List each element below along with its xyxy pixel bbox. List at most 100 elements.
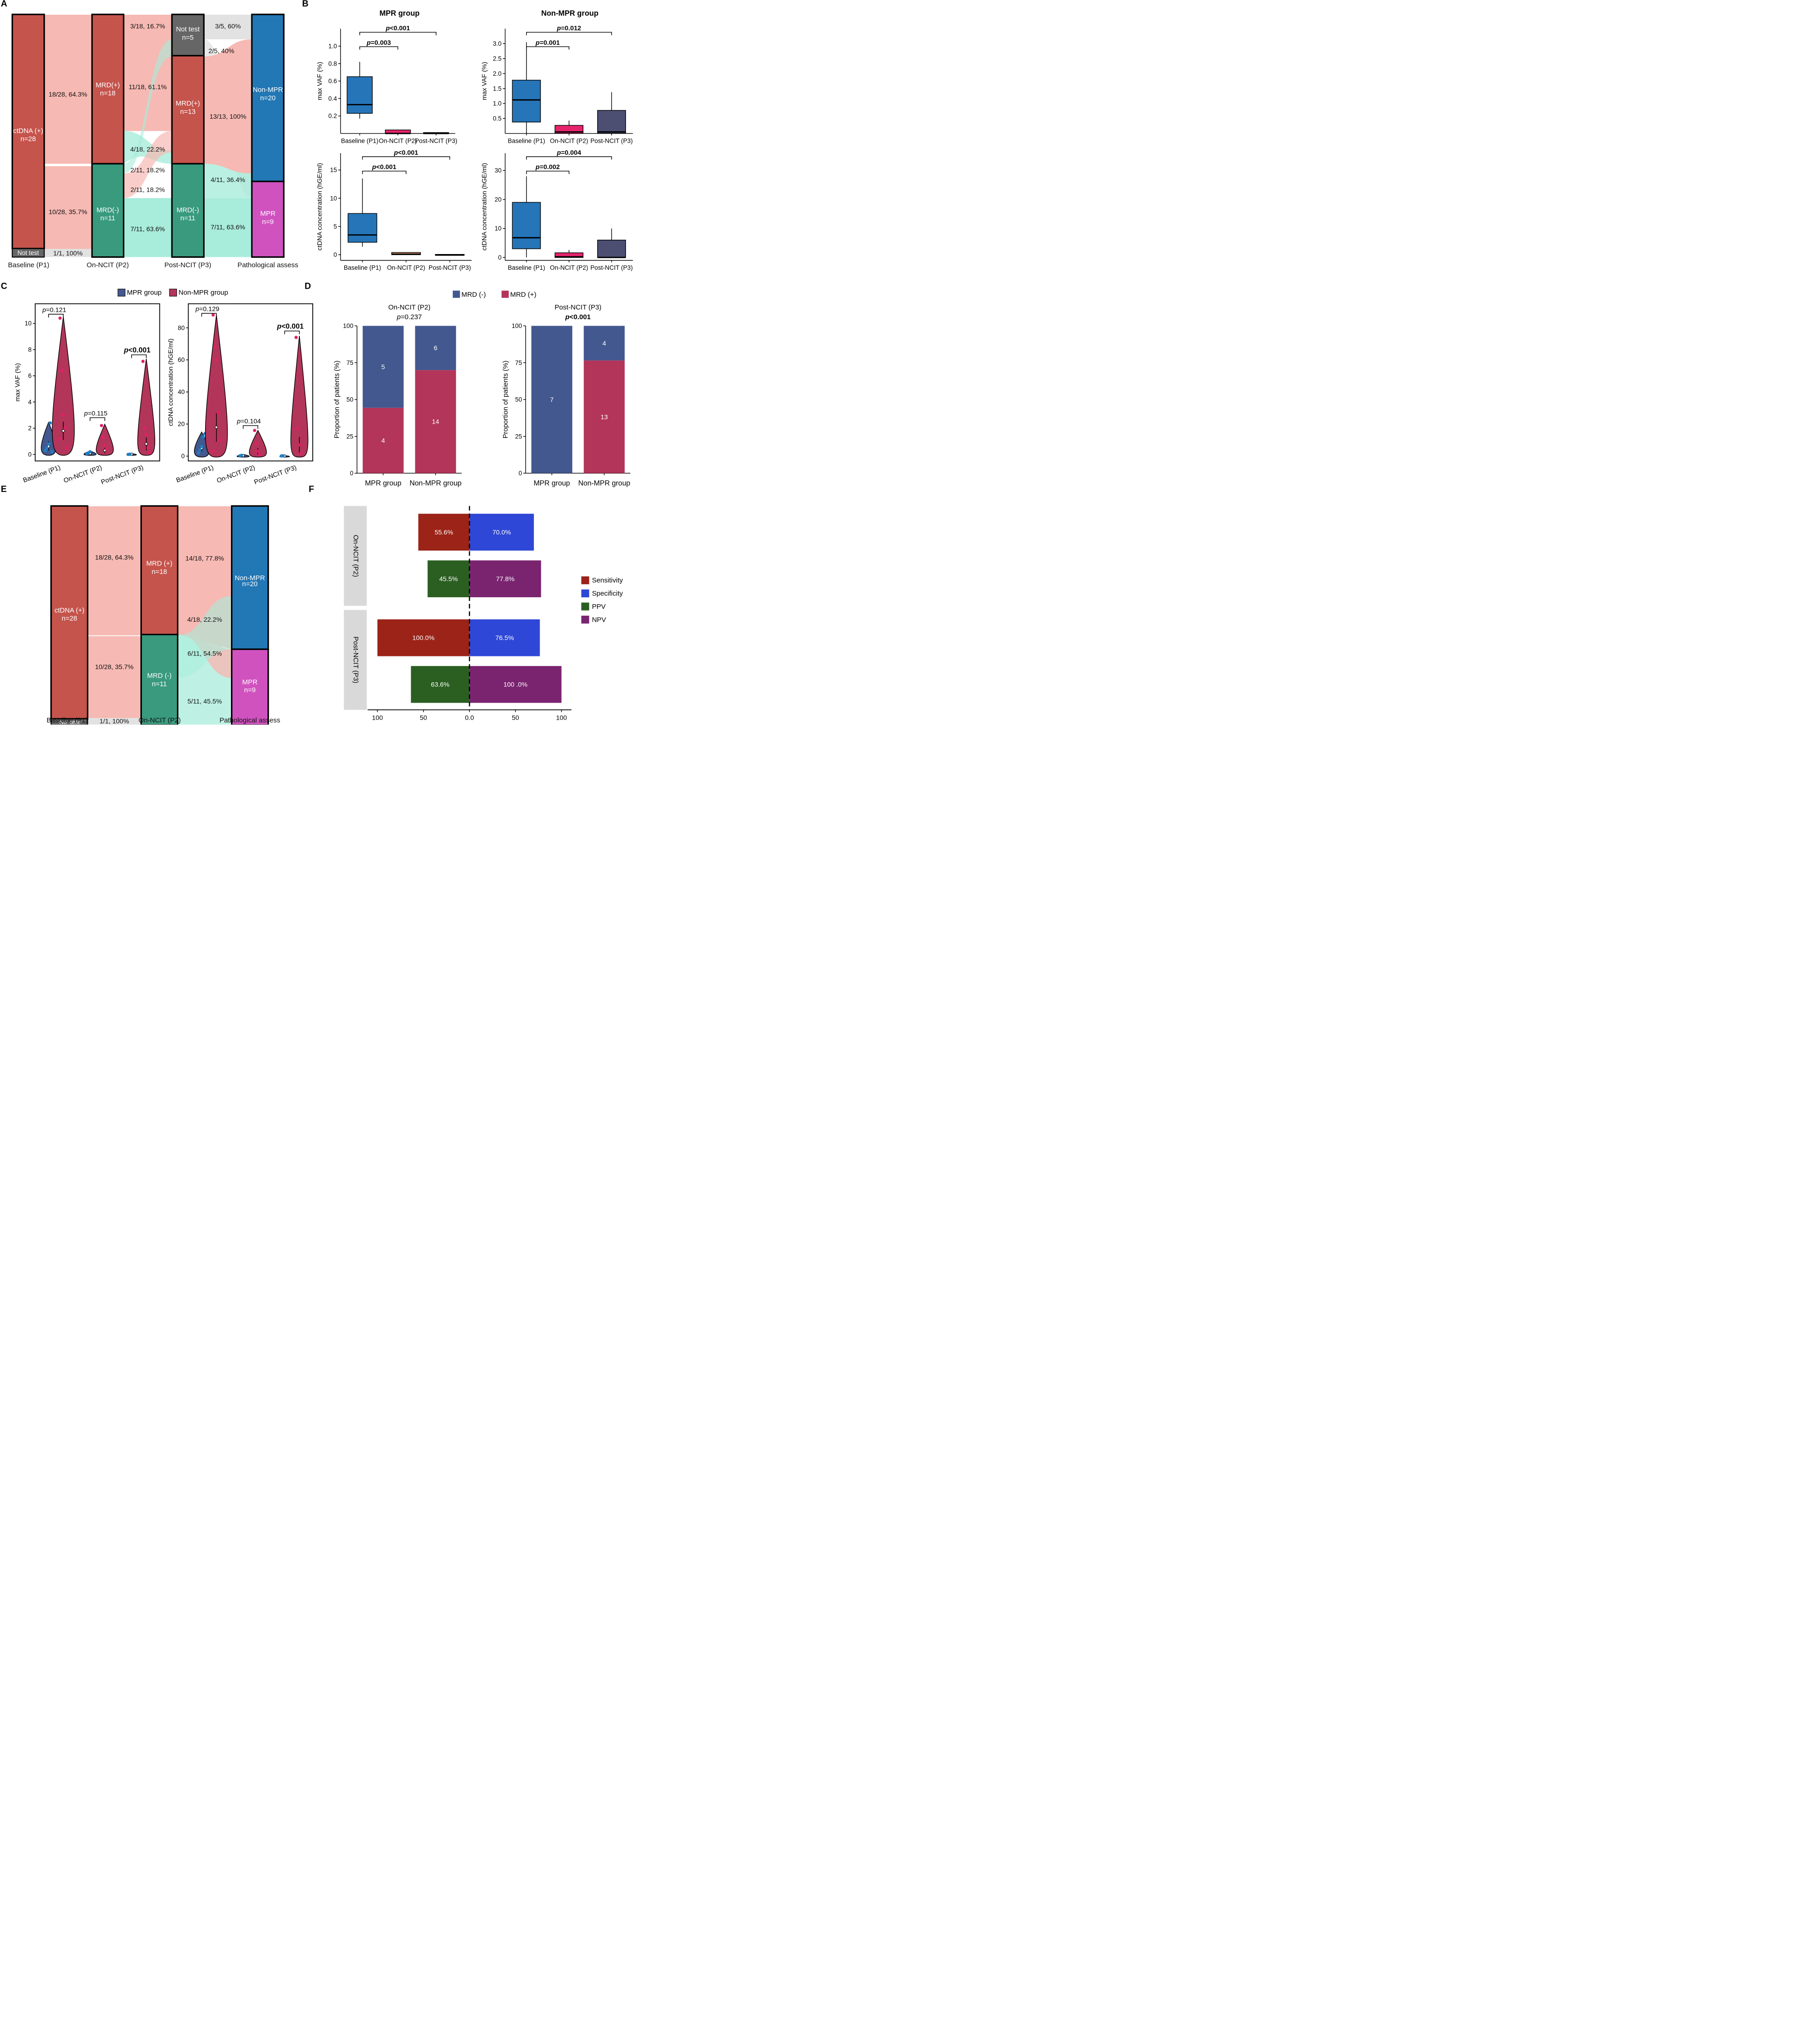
diverging-bar-chart: 100 50 0.0 50 100 55.6% 70.0% 45.5% 77.8% 100.0% 7… (367, 506, 572, 722)
node-a-p3-not-test (171, 13, 205, 57)
flow-a-1 (44, 14, 92, 164)
y-tick-label: 0.5 (493, 115, 502, 122)
node-a-p3-not-test-n: n=5 (182, 34, 194, 42)
panel-label-e: E (1, 485, 7, 494)
sig-bracket (90, 417, 105, 421)
node-a-not-test-label: Not test (18, 249, 39, 256)
node-a-mpr (251, 181, 285, 258)
data-point (198, 448, 202, 452)
data-point (47, 442, 50, 446)
axis-a-baseline: Baseline (P1) (8, 262, 49, 269)
bar-label: 100.0% (413, 635, 435, 642)
node-e-no-test (50, 718, 88, 725)
panel-label-d: D (304, 282, 311, 291)
node-e-ctdna-label: ctDNA (+) (55, 607, 85, 614)
bar-label: 5 (382, 364, 385, 371)
violin (137, 358, 155, 456)
panel-e: E ctDNA (+) n=28 No_test MRD (+) n=18 MR… (1, 485, 280, 724)
y-tick-label: 10 (24, 320, 31, 327)
bar-mrd-pos (363, 407, 404, 473)
node-a-mpr-label: MPR (260, 210, 275, 218)
subplot-title: Post-NCIT (P3) (555, 304, 601, 311)
flow-a-label-11: 2/5, 40% (208, 48, 234, 55)
flow-e-2 (87, 636, 141, 720)
bar-mrd-neg (531, 326, 572, 473)
node-a-ctdna-n: n=28 (20, 136, 36, 143)
violin-vaf: 0 2 4 6 8 10 max VAF (%) Baseline (P1) p=0.121 On… (14, 303, 160, 486)
node-a-not-test (12, 248, 45, 258)
y-tick-label: 10 (330, 195, 337, 202)
bar-label: 4 (602, 340, 606, 347)
x-tick-label: 0.0 (465, 715, 474, 722)
bar-label: 55.6% (435, 529, 454, 536)
bar-label: 7 (550, 396, 554, 404)
subplot-pvalue: p<0.001 (565, 314, 591, 321)
legend-d-pos-label: MRD (+) (510, 291, 537, 298)
bar-label: 70.0% (492, 529, 511, 536)
node-a-mrd-pos (91, 13, 125, 165)
bar-sensitivity (377, 619, 470, 656)
sig-pvalue: p=0.001 (535, 39, 560, 47)
sig-pvalue: p<0.001 (277, 323, 304, 331)
strip-f-p3-label: Post-NCIT (P3) (352, 637, 359, 683)
flow-a-label-9: 7/11, 63.6% (130, 226, 165, 233)
sig-bracket (526, 46, 570, 50)
data-point (63, 426, 67, 430)
flow-e-label-6: 6/11, 54.5% (188, 650, 222, 658)
sig-bracket (359, 32, 437, 36)
violin (96, 423, 114, 456)
y-tick-label: 1.0 (328, 42, 337, 49)
data-point (253, 429, 256, 432)
strip-f-p2-label: On-NCIT (P2) (352, 535, 359, 577)
y-tick-label: 4 (28, 399, 32, 406)
node-a-p3-mrd-pos-n: n=13 (180, 108, 196, 115)
x-tick-label: MPR group (534, 479, 570, 487)
y-tick-label: 0 (181, 453, 184, 460)
panel-a: A ctDNA (+) n=28 Not test MRD(+) n= (1, 0, 298, 269)
flow-a-label-5: 11/18, 61.1% (129, 84, 167, 91)
box (512, 202, 541, 249)
x-tick-label: On-NCIT (P2) (550, 137, 588, 144)
y-tick-label: 15 (330, 167, 337, 174)
bar-label: 13 (601, 413, 608, 421)
y-tick-label: 8 (28, 346, 32, 353)
data-point (294, 335, 298, 340)
y-axis-label: ctDNA concentration (hGE/ml) (167, 339, 175, 426)
legend-f-npv-swatch (581, 615, 589, 624)
x-tick-label: Baseline (P1) (341, 137, 378, 144)
legend-d-neg-swatch (453, 291, 460, 298)
y-tick-label: 60 (178, 357, 185, 364)
x-tick-label: Baseline (P1) (344, 264, 381, 271)
node-e-nonmpr-n: n=20 (242, 581, 258, 588)
data-point (128, 452, 132, 456)
y-tick-label: 40 (178, 388, 185, 395)
node-a-p3-mrd-neg (171, 163, 205, 258)
panel-label-f: F (309, 485, 314, 494)
plot-frame (35, 303, 160, 461)
bar-mrd-pos (415, 370, 456, 473)
flow-e-label-1: 18/28, 64.3% (95, 554, 134, 561)
sig-pvalue: p=0.002 (535, 164, 560, 171)
flow-e-label-2: 10/28, 35.7% (95, 663, 134, 671)
sig-bracket (48, 314, 64, 318)
y-axis-label: max VAF (%) (316, 62, 324, 100)
data-point (100, 424, 103, 427)
node-e-mpr-label: MPR (242, 679, 257, 686)
panel-b-title-mpr: MPR group (379, 9, 419, 18)
y-tick-label: 20 (178, 421, 185, 428)
bar-label: 77.8% (496, 576, 515, 583)
node-e-mrd-pos (140, 505, 179, 636)
bar-sensitivity (418, 514, 470, 551)
sig-pvalue: p=0.104 (237, 418, 261, 425)
violin (52, 316, 75, 456)
x-tick-label: Baseline (P1) (508, 264, 545, 271)
legend-c-mpr-swatch (117, 289, 126, 297)
stacked-bar-p3: 0 25 50 75 100 Proportion of patients (%) Post… (502, 304, 631, 487)
legend-c-nonmpr-label: Non-MPR group (178, 289, 228, 297)
data-point (211, 313, 215, 317)
y-tick-label: 80 (178, 324, 185, 331)
axis-a-pathological: Pathological assess (237, 262, 298, 269)
axis-a-on-ncit: On-NCIT (P2) (87, 262, 129, 269)
y-tick-label: 75 (346, 359, 353, 366)
y-axis-label: Proportion of patients (%) (334, 361, 341, 439)
